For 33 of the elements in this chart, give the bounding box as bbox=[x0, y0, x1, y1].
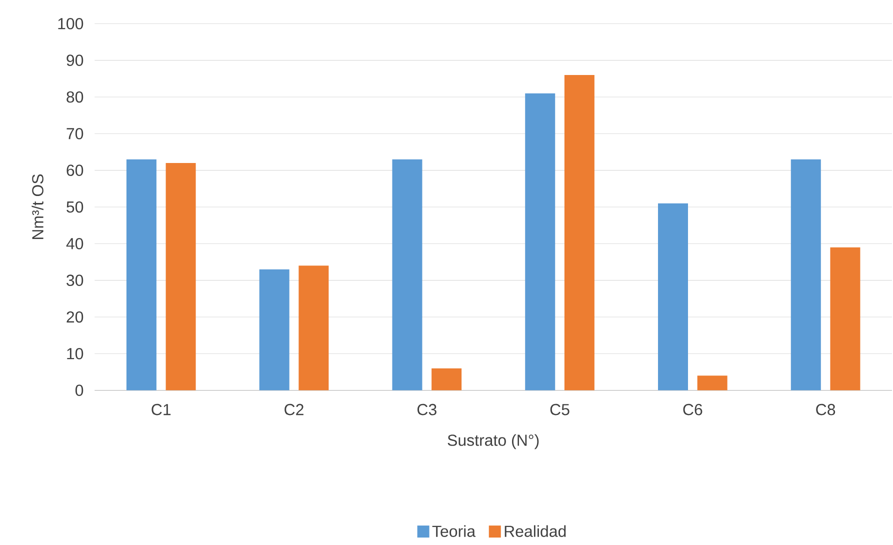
x-tick-label: C5 bbox=[550, 404, 570, 416]
y-axis-title: Nm³/t OS bbox=[32, 174, 44, 240]
bar bbox=[298, 266, 329, 391]
bar bbox=[126, 160, 156, 391]
bar bbox=[432, 368, 462, 391]
bar bbox=[790, 160, 821, 391]
x-tick-label: C2 bbox=[284, 404, 304, 416]
legend-label: Teoria bbox=[432, 525, 476, 538]
y-tick-label: 90 bbox=[66, 54, 84, 66]
y-tick-label: 80 bbox=[66, 92, 84, 103]
x-tick-label: C1 bbox=[152, 404, 171, 416]
bar bbox=[564, 75, 594, 391]
bar bbox=[525, 94, 556, 391]
y-tick-label: 40 bbox=[66, 238, 84, 250]
bar bbox=[259, 270, 290, 391]
x-axis-title: Sustrato (N°) bbox=[448, 434, 539, 450]
bar bbox=[166, 163, 196, 391]
x-tick-label: C6 bbox=[683, 404, 702, 416]
y-tick-label: 20 bbox=[66, 312, 84, 323]
y-tick-label: 30 bbox=[66, 274, 84, 286]
bar bbox=[658, 204, 688, 391]
legend-label: Realidad bbox=[504, 525, 566, 538]
y-tick-label: 50 bbox=[66, 202, 84, 213]
bar bbox=[392, 160, 422, 391]
y-tick-label: 60 bbox=[66, 164, 84, 176]
x-tick-label: C8 bbox=[816, 404, 836, 416]
bar bbox=[830, 248, 860, 391]
bar bbox=[697, 376, 728, 391]
x-tick-label: C3 bbox=[417, 404, 436, 416]
y-tick-label: 100 bbox=[58, 18, 84, 30]
y-tick-label: 10 bbox=[67, 348, 84, 360]
y-tick-label: 0 bbox=[75, 384, 84, 396]
y-tick-label: 70 bbox=[66, 128, 84, 140]
